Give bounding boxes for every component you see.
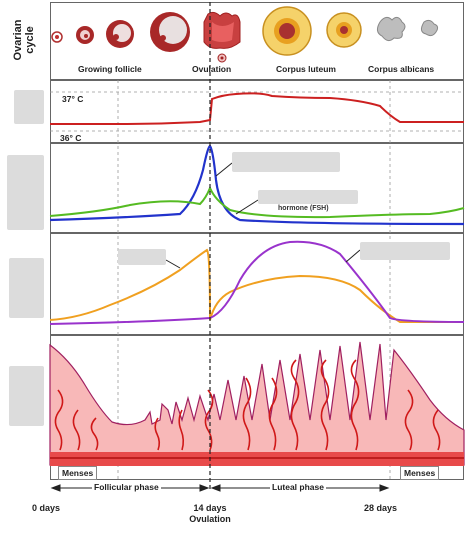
masked-label-lh — [232, 152, 340, 172]
day-0-label: 0 days — [32, 503, 61, 513]
temp-low-label: 36° C — [60, 133, 82, 143]
masked-row-label-temperature — [14, 90, 44, 124]
endometrium-lining — [49, 341, 465, 466]
fsh-leader-line — [235, 199, 259, 215]
estrogen-leader-line — [165, 259, 181, 269]
masked-row-label-pituitary — [7, 155, 44, 230]
lh-curve — [49, 144, 465, 226]
menses-left-label: Menses — [58, 466, 98, 480]
masked-label-progesterone — [360, 242, 450, 260]
luteal-phase-label: Luteal phase — [270, 482, 326, 492]
phase-guides — [50, 80, 464, 480]
estrogen-curve — [49, 248, 464, 323]
masked-row-label-uterine — [9, 366, 44, 426]
label-fsh-partial: hormone (FSH) — [278, 205, 329, 212]
endometrium — [49, 341, 465, 466]
progesterone-curve — [49, 240, 465, 325]
basal-layer — [50, 452, 464, 466]
temp-high-label: 37° C — [62, 94, 84, 104]
masked-label-fsh — [258, 190, 358, 204]
day-28-label: 28 days — [364, 503, 398, 513]
lh-leader-line — [215, 162, 233, 177]
label-growing-follicle: Growing follicle — [78, 64, 142, 74]
day-14-label: 14 days — [193, 503, 227, 513]
temperature-panel — [50, 80, 464, 143]
ovulation-day-label: Ovulation — [189, 514, 231, 524]
fsh-curve — [49, 185, 465, 219]
masked-label-estrogen — [118, 249, 166, 265]
progesterone-leader-line — [345, 249, 361, 263]
label-corpus-albicans: Corpus albicans — [368, 64, 435, 74]
label-ovulation: Ovulation — [192, 64, 232, 74]
corpus-albicans-1 — [376, 16, 406, 42]
corpus-albicans-2 — [420, 19, 439, 37]
temperature-curve — [50, 92, 464, 125]
ovarian-follicles — [51, 6, 439, 63]
masked-row-label-ovarian-hormones — [9, 258, 44, 318]
follicular-phase-label: Follicular phase — [92, 482, 161, 492]
menses-right-label: Menses — [400, 466, 440, 480]
label-corpus-luteum: Corpus luteum — [276, 64, 336, 74]
spiral-arteries — [54, 359, 441, 451]
